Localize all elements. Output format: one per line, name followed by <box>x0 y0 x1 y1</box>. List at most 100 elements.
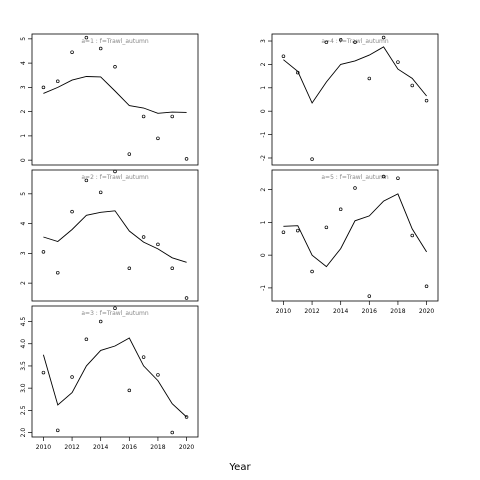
x-tick-label: 2014 <box>93 444 108 451</box>
y-tick-label: 3.5 <box>20 361 27 371</box>
panel-frame <box>31 33 199 166</box>
observed-point <box>353 40 357 44</box>
observed-point <box>98 319 103 324</box>
observed-point <box>141 355 146 359</box>
x-tick-label: 2018 <box>390 308 405 315</box>
observed-point <box>127 266 132 271</box>
y-tick-label: 2 <box>260 62 267 66</box>
observed-point <box>410 83 414 88</box>
panel-frame <box>271 33 439 166</box>
observed-point <box>170 114 174 119</box>
observed-point <box>56 270 60 275</box>
observed-point <box>84 178 89 183</box>
y-tick-label: 1 <box>260 220 267 224</box>
observed-point <box>296 228 300 233</box>
y-tick-label: 4 <box>20 61 27 65</box>
observed-point <box>70 375 74 379</box>
observed-point <box>424 284 429 289</box>
x-tick-label: 2020 <box>419 308 434 315</box>
y-tick-label: 3 <box>20 251 27 255</box>
y-tick-label: 3 <box>20 85 27 89</box>
observed-point <box>56 428 60 433</box>
observed-point <box>156 242 160 247</box>
observed-point <box>156 136 160 141</box>
y-tick-label: 2.0 <box>20 428 27 438</box>
observed-point <box>324 225 329 230</box>
y-tick-label: 2 <box>20 281 27 285</box>
observed-point <box>296 70 300 75</box>
observed-point <box>156 373 160 377</box>
observed-point <box>170 266 174 271</box>
observed-point <box>396 60 400 64</box>
fitted-line <box>43 210 187 263</box>
panel-5: a=5 : f=Trawl_autumn -1 0 1 2 2010 2012 2014 201… <box>260 169 439 315</box>
y-tick-label: 5 <box>20 192 27 196</box>
y-tick-label: 5 <box>20 37 27 41</box>
observed-point <box>170 430 174 435</box>
y-tick-label: 0 <box>260 253 267 257</box>
x-tick-label: 2010 <box>276 308 291 315</box>
observed-point <box>310 269 314 274</box>
x-tick-label: 2016 <box>122 444 137 451</box>
observed-point <box>70 209 74 214</box>
y-tick-label: 3 <box>260 39 267 43</box>
observed-point <box>141 235 146 239</box>
x-tick-label: 2012 <box>64 444 79 451</box>
observed-point <box>338 38 343 42</box>
panel-title: a=5 : f=Trawl_autumn <box>321 174 388 181</box>
observed-point <box>84 337 89 342</box>
panel-frame <box>31 305 199 438</box>
y-tick-label: 1 <box>260 86 267 90</box>
observed-point <box>410 233 414 238</box>
fitted-line <box>42 337 187 418</box>
observed-point <box>381 35 386 40</box>
fitted-line <box>283 46 427 104</box>
y-tick-label: 4.0 <box>20 339 27 349</box>
x-tick-label: 2010 <box>36 444 51 451</box>
observed-point <box>338 207 343 212</box>
x-tick-label: 2020 <box>179 444 194 451</box>
observed-point <box>324 40 329 44</box>
y-tick-label: 4 <box>20 222 27 226</box>
y-tick-label: 2.5 <box>20 405 27 415</box>
panel-2: a=2 : f=Trawl_autumn 2 3 4 5 <box>20 169 199 302</box>
x-tick-label: 2012 <box>304 308 319 315</box>
fitted-line <box>43 76 187 114</box>
panel-1: a=1 : f=Trawl_autumn 0 1 2 3 4 5 <box>20 33 199 166</box>
panel-frame <box>271 169 439 302</box>
observed-point <box>41 85 46 90</box>
panel-title: a=1 : f=Trawl_autumn <box>81 38 148 45</box>
observed-point <box>84 35 89 40</box>
observed-point <box>41 250 46 254</box>
panel-frame <box>31 169 199 302</box>
y-tick-label: -2 <box>260 155 267 161</box>
y-tick-label: 1 <box>20 134 27 138</box>
observed-point <box>184 157 189 161</box>
observed-point <box>184 296 189 300</box>
observed-point <box>127 152 132 156</box>
y-tick-label: 2 <box>260 188 267 192</box>
y-tick-label: -1 <box>260 131 267 137</box>
x-tick-label: 2016 <box>362 308 377 315</box>
observed-point <box>56 79 60 84</box>
observed-point <box>98 190 103 195</box>
observed-point <box>281 230 286 234</box>
y-tick-label: 2 <box>20 110 27 114</box>
y-tick-label: -1 <box>260 285 267 291</box>
observed-point <box>113 306 117 310</box>
y-tick-label: 0 <box>260 109 267 113</box>
panel-3: a=3 : f=Trawl_autumn 2.0 2.5 3.0 3.5 4.0 4.5 20… <box>20 305 199 451</box>
observed-point <box>184 415 189 419</box>
observed-point <box>367 294 372 298</box>
x-tick-label: 2018 <box>150 444 165 451</box>
panel-4: a=4 : f=Trawl_autumn -2 -1 0 1 2 3 <box>260 33 439 166</box>
observed-point <box>113 169 117 174</box>
observed-point <box>141 114 146 119</box>
observed-point <box>41 370 46 375</box>
observed-point <box>70 50 74 54</box>
observed-point <box>381 174 386 179</box>
y-tick-label: 4.5 <box>20 317 27 327</box>
observed-point <box>396 176 400 180</box>
x-axis-label: Year <box>228 462 251 473</box>
